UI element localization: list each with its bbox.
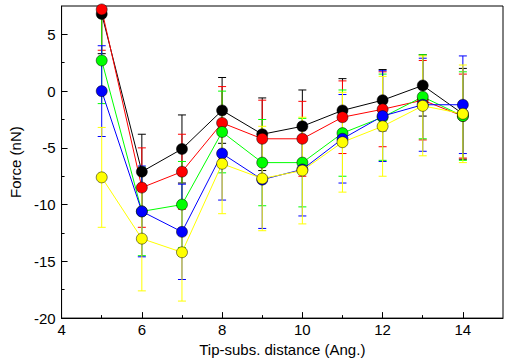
svg-text:12: 12 (374, 321, 391, 338)
svg-text:-5: -5 (42, 139, 55, 156)
svg-text:4: 4 (57, 321, 65, 338)
svg-text:14: 14 (455, 321, 472, 338)
svg-text:-20: -20 (34, 310, 56, 327)
svg-text:-15: -15 (34, 253, 56, 270)
svg-text:5: 5 (47, 26, 55, 43)
svg-text:6: 6 (138, 321, 146, 338)
svg-text:-10: -10 (34, 196, 56, 213)
svg-text:8: 8 (218, 321, 226, 338)
svg-text:10: 10 (294, 321, 311, 338)
svg-text:Force (nN): Force (nN) (7, 126, 24, 198)
svg-text:0: 0 (47, 83, 55, 100)
svg-text:Tip-subs. distance (Ang.): Tip-subs. distance (Ang.) (199, 341, 365, 358)
